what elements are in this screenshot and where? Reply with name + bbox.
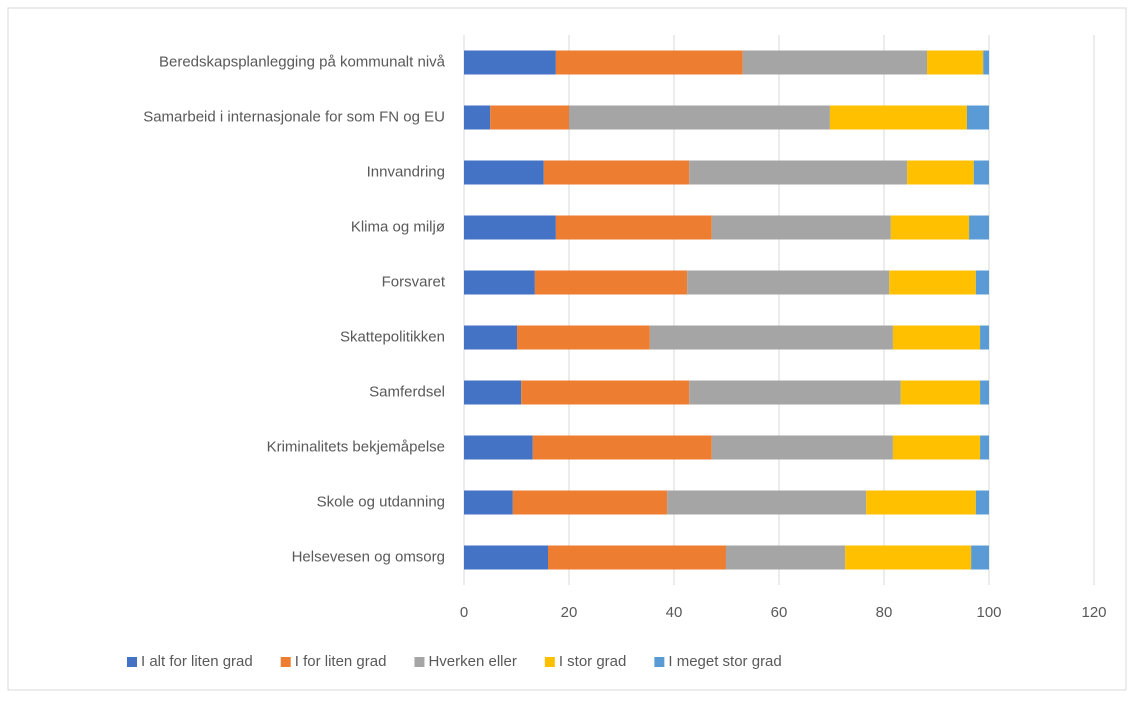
y-tick-label: Helsevesen og omsorg: [292, 548, 445, 565]
x-tick-label: 40: [666, 604, 683, 621]
bar-segment: [983, 50, 989, 75]
bar-segment: [569, 105, 830, 130]
bar-segment: [980, 380, 989, 405]
legend-swatch: [280, 657, 291, 667]
bar-segment: [464, 380, 522, 405]
bar-segment: [969, 215, 989, 240]
legend-label: I stor grad: [559, 653, 627, 670]
bar-segment: [490, 105, 569, 130]
bar-segment: [543, 160, 690, 185]
bar-segment: [966, 105, 989, 130]
bar-segment: [927, 50, 984, 75]
y-tick-label: Forsvaret: [382, 273, 446, 290]
bar-segment: [532, 435, 712, 460]
bar-segment: [464, 270, 535, 295]
bar-segment: [464, 325, 518, 350]
bar-segment: [464, 435, 533, 460]
bar-segment: [687, 270, 890, 295]
bar-segment: [711, 215, 891, 240]
legend-swatch: [544, 657, 555, 667]
legend-label: Hverken eller: [428, 653, 516, 670]
bar-segment: [980, 325, 989, 350]
x-tick-label: 120: [1081, 604, 1106, 621]
legend-label: I alt for liten grad: [141, 653, 253, 670]
bar-segment: [971, 545, 989, 570]
bar-segment: [689, 160, 908, 185]
bar-segment: [649, 325, 893, 350]
x-tick-label: 100: [976, 604, 1001, 621]
x-tick-label: 80: [876, 604, 893, 621]
y-tick-label: Skattepolitikken: [340, 328, 445, 345]
bar-segment: [975, 490, 989, 515]
bar-segment: [975, 270, 989, 295]
bar-segment: [464, 545, 548, 570]
bar-segment: [892, 435, 981, 460]
bar-segment: [464, 160, 544, 185]
y-tick-label: Klima og miljø: [351, 218, 445, 235]
x-tick-label: 0: [460, 604, 468, 621]
bar-segment: [829, 105, 967, 130]
bar-segment: [555, 50, 743, 75]
y-tick-label: Samarbeid i internasjonale for som FN og…: [143, 108, 445, 125]
bar-segment: [521, 380, 690, 405]
x-tick-label: 20: [561, 604, 578, 621]
bar-segment: [890, 215, 970, 240]
bar-segment: [889, 270, 976, 295]
bar-segment: [900, 380, 981, 405]
y-tick-label: Samferdsel: [369, 383, 445, 400]
bar-segment: [517, 325, 650, 350]
legend-swatch: [414, 657, 425, 667]
bar-segment: [711, 435, 893, 460]
bar-segment: [534, 270, 688, 295]
legend-swatch: [127, 657, 137, 667]
bar-segment: [907, 160, 974, 185]
bar-segment: [464, 50, 556, 75]
legend-swatch: [654, 657, 665, 667]
y-tick-label: Kriminalitets bekjemåpelse: [267, 438, 445, 455]
bar-segment: [548, 545, 726, 570]
bar-segment: [667, 490, 867, 515]
bar-segment: [742, 50, 928, 75]
bar-segment: [980, 435, 989, 460]
bar-segment: [464, 215, 556, 240]
bar-segment: [555, 215, 712, 240]
bar-segment: [845, 545, 972, 570]
bar-segment: [973, 160, 989, 185]
y-tick-label: Skole og utdanning: [317, 493, 445, 510]
bar-segment: [464, 490, 513, 515]
bar-segment: [866, 490, 976, 515]
legend-label: I meget stor grad: [668, 653, 781, 670]
legend-label: I for liten grad: [295, 653, 387, 670]
bar-segment: [512, 490, 668, 515]
y-tick-label: Beredskapsplanlegging på kommunalt nivå: [159, 53, 446, 70]
y-tick-label: Innvandring: [367, 163, 445, 180]
bar-segment: [892, 325, 981, 350]
x-tick-label: 60: [771, 604, 788, 621]
bar-segment: [689, 380, 901, 405]
bar-segment: [725, 545, 846, 570]
bar-segment: [464, 105, 491, 130]
